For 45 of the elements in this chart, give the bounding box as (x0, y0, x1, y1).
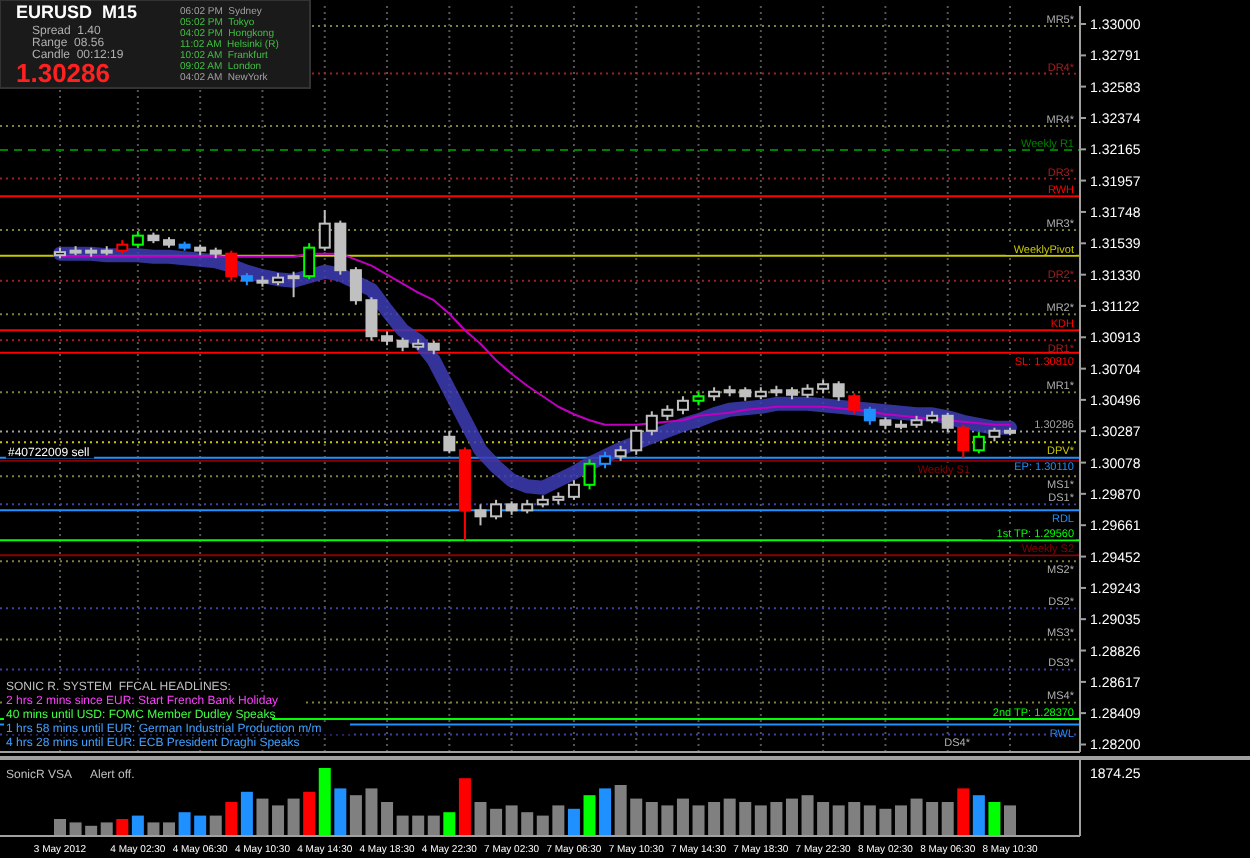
bar (941, 802, 954, 836)
bar (240, 791, 253, 836)
bar (988, 802, 1001, 836)
bar (54, 819, 66, 836)
bar (972, 795, 985, 836)
bar (318, 768, 331, 836)
candlestick (567, 479, 580, 501)
bar (256, 798, 269, 836)
bar (272, 805, 285, 836)
bar (474, 802, 487, 836)
annotation: 1.30286 (16, 58, 110, 88)
bar (287, 798, 300, 836)
bar (116, 819, 129, 836)
bar (583, 795, 596, 836)
candlestick (676, 395, 689, 416)
bar (381, 802, 394, 836)
bar (957, 788, 970, 836)
bar (163, 822, 176, 836)
candlestick (941, 411, 954, 434)
bar (490, 808, 503, 836)
bar (599, 788, 612, 836)
bar (676, 798, 689, 836)
bar (458, 778, 471, 836)
candlestick (863, 405, 876, 426)
bar (209, 815, 222, 836)
annotation: EURUSD M15 (16, 2, 138, 22)
bar (567, 808, 580, 836)
bar (225, 802, 238, 836)
bar (100, 822, 113, 836)
candlestick (225, 249, 238, 282)
candlestick (957, 423, 970, 459)
bar (147, 822, 160, 836)
candlestick (490, 498, 503, 521)
bar (894, 805, 907, 836)
bar (303, 791, 316, 836)
candlestick (832, 380, 845, 402)
candlestick (474, 503, 487, 527)
candlestick (848, 392, 861, 416)
bar (443, 812, 456, 836)
bar (334, 788, 347, 836)
bar (785, 798, 798, 836)
bar (1004, 805, 1016, 836)
bar (131, 815, 144, 836)
candlestick (443, 429, 456, 455)
bar (427, 815, 440, 836)
